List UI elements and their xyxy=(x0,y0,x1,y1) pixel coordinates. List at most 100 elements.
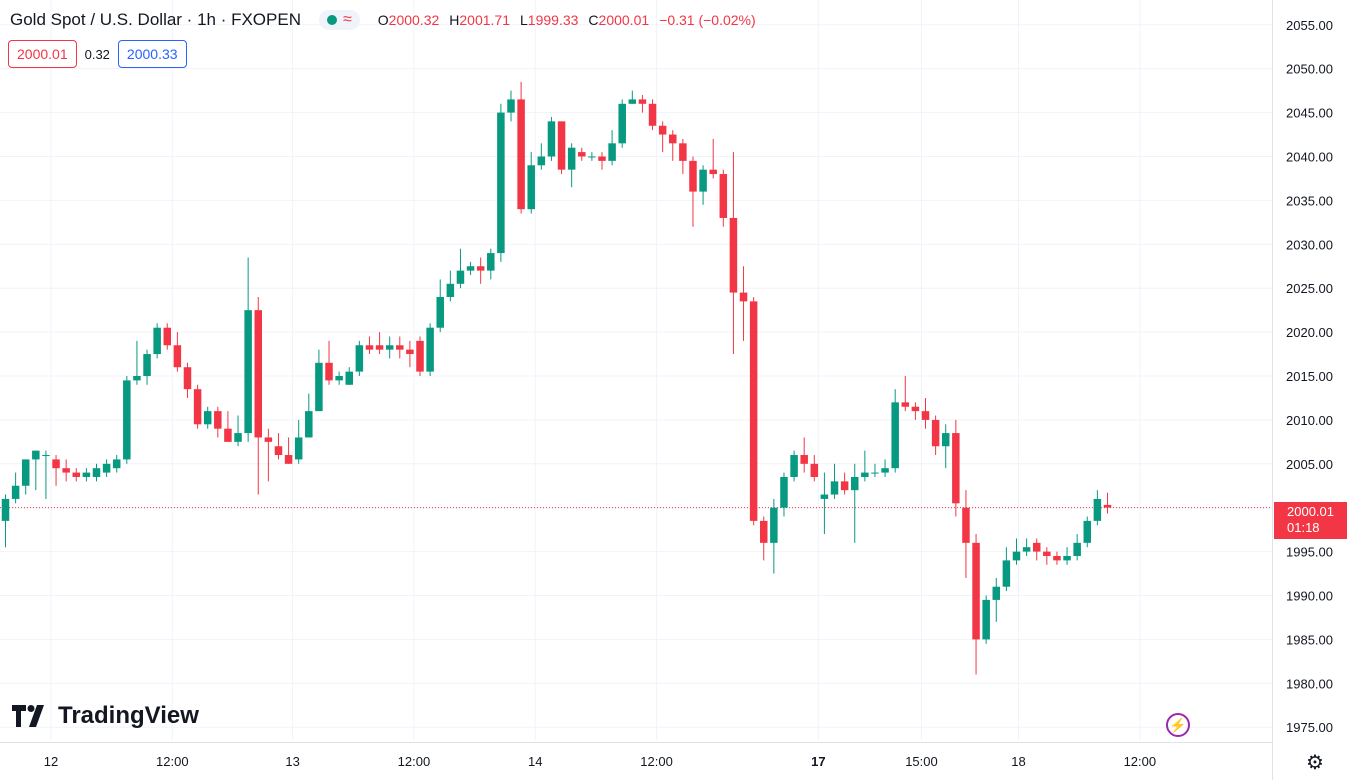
candle-body xyxy=(315,362,323,412)
candle-body xyxy=(224,428,232,442)
lightning-icon[interactable]: ⚡ xyxy=(1166,713,1190,737)
time-tick-label: 18 xyxy=(1011,754,1025,769)
candles xyxy=(1,81,1112,675)
candle-body xyxy=(800,455,808,464)
candle-body xyxy=(770,507,778,543)
logo-text: TradingView xyxy=(58,702,199,729)
buy-button[interactable]: 2000.33 xyxy=(117,40,187,68)
price-tick-label: 2005.00 xyxy=(1286,457,1333,472)
current-price-label: 2000.01 xyxy=(1287,504,1334,519)
candle-body xyxy=(396,345,404,350)
candle-body xyxy=(810,463,819,477)
bar-countdown: 01:18 xyxy=(1287,520,1320,535)
candle-body xyxy=(173,345,182,368)
candle-body xyxy=(952,433,960,504)
candle-body xyxy=(891,402,899,469)
candle-body xyxy=(537,156,546,166)
candle-body xyxy=(11,485,20,499)
market-open-icon xyxy=(326,15,337,25)
current-price-tag: 2000.01 01:18 xyxy=(1274,502,1347,539)
candle-body xyxy=(972,542,980,640)
candle-body xyxy=(203,411,212,425)
candle-body xyxy=(305,411,313,438)
tradingview-logo-icon xyxy=(12,705,44,727)
price-tick-label: 1975.00 xyxy=(1286,720,1333,735)
candle-body xyxy=(1,498,10,521)
candle-body xyxy=(1022,547,1031,552)
candle-body xyxy=(830,481,839,495)
open-label: O xyxy=(377,12,389,28)
close-label: C xyxy=(588,12,599,28)
status-pill[interactable]: ≈ xyxy=(318,10,360,30)
candle-body xyxy=(729,217,738,293)
gear-icon[interactable]: ⚙ xyxy=(1306,752,1324,774)
price-tick-label: 2010.00 xyxy=(1286,413,1333,428)
candle-body xyxy=(911,406,920,412)
candle-body xyxy=(567,147,576,170)
candle-body xyxy=(962,507,970,543)
candle-body xyxy=(941,433,950,447)
candle-body xyxy=(648,103,657,126)
tradingview-logo[interactable]: TradingView xyxy=(12,702,199,730)
candle-body xyxy=(72,472,81,477)
candle-body xyxy=(1053,556,1061,561)
candle-body xyxy=(21,459,30,486)
candle-body xyxy=(406,349,414,355)
candle-body xyxy=(861,472,869,477)
candle-body xyxy=(598,156,606,161)
price-tick-label: 2035.00 xyxy=(1286,193,1333,208)
candle-body xyxy=(82,472,91,477)
candle-body xyxy=(234,433,242,442)
sell-button[interactable]: 2000.01 xyxy=(8,40,77,68)
candle-body xyxy=(497,112,505,254)
candle-body xyxy=(153,327,161,355)
candle-body xyxy=(709,169,717,175)
candle-body xyxy=(133,376,141,381)
candle-body xyxy=(608,143,616,161)
chart-grid xyxy=(0,0,1273,780)
close-value: 2000.01 xyxy=(598,12,650,28)
candle-body xyxy=(476,266,485,271)
candle-body xyxy=(264,437,273,442)
price-tick-label: 2030.00 xyxy=(1286,237,1333,252)
candle-body xyxy=(871,472,879,474)
candle-body xyxy=(517,99,525,210)
candle-body xyxy=(557,121,566,170)
candle-body xyxy=(547,121,556,157)
time-axis[interactable]: 12 12:00 13 12:00 14 12:00 17 15:00 18 12:00 xyxy=(44,754,1156,769)
candle-body xyxy=(193,389,202,425)
candle-body xyxy=(881,468,889,473)
candle-body xyxy=(1073,542,1081,556)
candle-body xyxy=(820,494,829,499)
candle-body xyxy=(982,599,990,640)
candle-body xyxy=(102,463,111,473)
time-tick-label: 15:00 xyxy=(905,754,938,769)
high-label: H xyxy=(449,12,460,28)
candle-body xyxy=(1103,504,1112,508)
candle-body xyxy=(214,411,222,429)
candle-body xyxy=(254,310,262,438)
price-tick-label: 2040.00 xyxy=(1286,149,1333,164)
high-value: 2001.71 xyxy=(459,12,510,28)
candle-body xyxy=(931,419,940,447)
price-tick-label: 1995.00 xyxy=(1286,545,1333,560)
candle-body xyxy=(588,156,596,158)
candle-body xyxy=(345,371,353,385)
price-axis[interactable]: 1975.00 1980.00 1985.00 1990.00 1995.00 2000.… xyxy=(1286,18,1333,735)
candle-body xyxy=(466,266,475,271)
candle-body xyxy=(1043,551,1051,556)
candle-body xyxy=(385,345,394,350)
symbol-title[interactable]: Gold Spot / U.S. Dollar · 1h · FXOPEN xyxy=(10,10,301,29)
candle-body xyxy=(487,253,495,271)
candle-body xyxy=(790,455,798,477)
candle-body xyxy=(850,476,859,491)
candle-body xyxy=(365,345,374,350)
candle-body xyxy=(375,345,384,350)
time-tick-label: 12:00 xyxy=(1124,754,1157,769)
candle-body xyxy=(274,446,283,456)
time-tick-label: 12:00 xyxy=(398,754,431,769)
candle-body xyxy=(760,520,768,543)
time-tick-label: 12:00 xyxy=(640,754,673,769)
candle-body xyxy=(1002,560,1011,587)
